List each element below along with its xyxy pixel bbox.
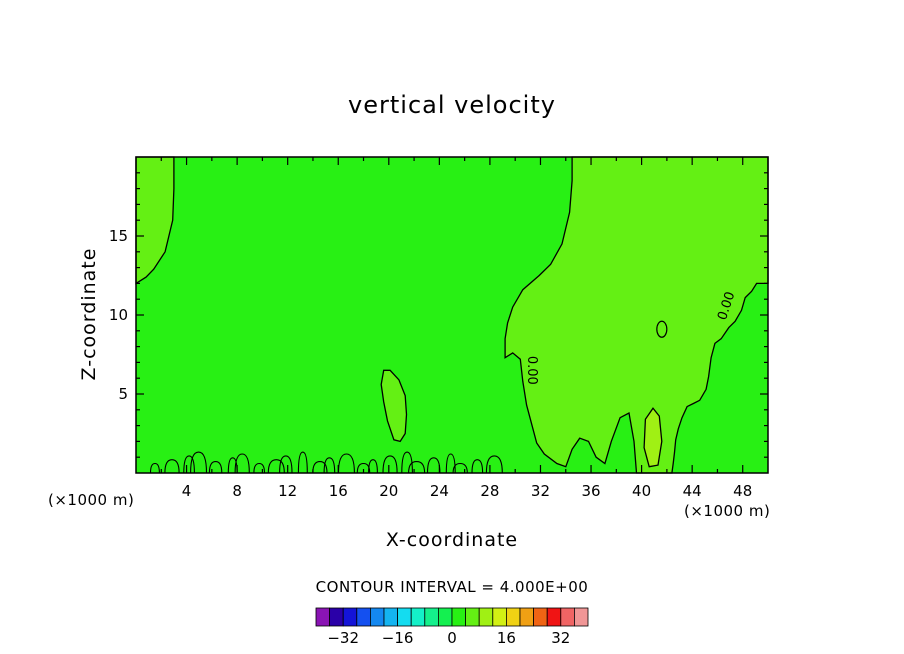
plot-frame <box>135 156 769 474</box>
x-tick-label: 36 <box>581 482 600 500</box>
colorbar-swatch <box>492 607 507 627</box>
y-axis-label: Z-coordinate <box>78 248 100 381</box>
colorbar-swatch <box>424 607 439 627</box>
surface-contour-16 <box>382 455 398 474</box>
x-tick-label: 8 <box>232 482 242 500</box>
y-tick-label: 5 <box>118 385 128 403</box>
colorbar-swatch <box>315 607 331 627</box>
colorbar-swatch <box>560 607 575 627</box>
colorbar-swatch <box>342 607 358 627</box>
colorbar-swatch <box>397 607 412 627</box>
contour-region-2 <box>380 369 408 443</box>
colorbar-swatch <box>329 607 344 627</box>
colorbar-swatch <box>383 607 399 627</box>
small-closed-contour <box>656 320 668 338</box>
surface-contour-15 <box>368 459 378 474</box>
colorbar-swatch <box>369 607 385 627</box>
surface-contour-22 <box>471 459 484 474</box>
colorbar-swatch <box>451 607 467 627</box>
colorbar-swatch <box>356 607 371 627</box>
surface-contour-10 <box>297 451 308 474</box>
colorbar-swatch <box>465 607 480 627</box>
chart-title: vertical velocity <box>348 91 556 119</box>
surface-contour-9 <box>279 455 293 474</box>
colorbar-swatch <box>437 607 453 627</box>
surface-contour-21 <box>452 462 468 474</box>
x-tick-label: 48 <box>733 482 752 500</box>
surface-contour-18 <box>408 461 426 474</box>
surface-contour-20 <box>445 453 456 474</box>
near-surface-contours <box>149 320 668 474</box>
x-tick-labels: 4 8 12 16 20 24 28 32 36 40 44 48 <box>182 482 752 500</box>
x-tick-label: 16 <box>329 482 348 500</box>
x-tick-label: 20 <box>379 482 398 500</box>
surface-contour-4 <box>208 461 223 474</box>
colorbar-swatch <box>546 607 562 627</box>
surface-contour-8 <box>267 459 285 474</box>
y-tick-label: 15 <box>109 227 128 245</box>
surface-contour-13 <box>337 453 355 474</box>
x-tick-label: 12 <box>278 482 297 500</box>
x-tick-label: 40 <box>632 482 651 500</box>
y-tick-label: 10 <box>109 306 128 324</box>
plot-area: 0.000.00 <box>135 156 769 474</box>
colorbar-tick-label: 32 <box>551 629 570 647</box>
colorbar-tick-label: −32 <box>327 629 359 647</box>
contour-interval-text: CONTOUR INTERVAL = 4.000E+00 <box>316 578 589 596</box>
surface-contour-6 <box>234 453 250 474</box>
x-tick-label: 24 <box>430 482 449 500</box>
contour-region-1 <box>504 156 769 474</box>
contour-region-0 <box>135 156 175 285</box>
surface-contour-3 <box>190 451 208 474</box>
colorbar-swatch <box>478 607 494 627</box>
surface-contour-2 <box>183 455 195 474</box>
colorbar-swatch <box>533 607 548 627</box>
y-tick-labels: 5 10 15 <box>109 227 128 403</box>
x-tick-label: 32 <box>531 482 550 500</box>
contour-regions <box>135 156 769 474</box>
colorbar-tick-label: 16 <box>497 629 516 647</box>
surface-contour-0 <box>149 462 160 474</box>
colorbar-tick-labels: −32 −16 0 16 32 <box>327 629 570 647</box>
colorbar <box>315 607 589 627</box>
surface-contour-12 <box>323 457 336 474</box>
x-tick-label: 4 <box>182 482 192 500</box>
surface-contour-7 <box>253 462 266 474</box>
colorbar-swatch <box>505 607 521 627</box>
x-tick-label: 44 <box>683 482 702 500</box>
x-unit-right: (×1000 m) <box>684 502 770 520</box>
surface-contour-11 <box>312 461 328 474</box>
surface-contour-1 <box>164 459 180 474</box>
x-unit-left: (×1000 m) <box>48 491 134 509</box>
contour-label: 0.00 <box>524 356 539 385</box>
colorbar-swatch <box>574 607 589 627</box>
colorbar-tick-label: −16 <box>382 629 414 647</box>
colorbar-swatch <box>410 607 426 627</box>
x-axis-label: X-coordinate <box>386 529 518 551</box>
contour-region-3 <box>643 407 663 468</box>
x-tick-label: 28 <box>480 482 499 500</box>
colorbar-tick-label: 0 <box>447 629 457 647</box>
colorbar-swatch <box>519 607 535 627</box>
surface-contour-23 <box>485 455 503 474</box>
